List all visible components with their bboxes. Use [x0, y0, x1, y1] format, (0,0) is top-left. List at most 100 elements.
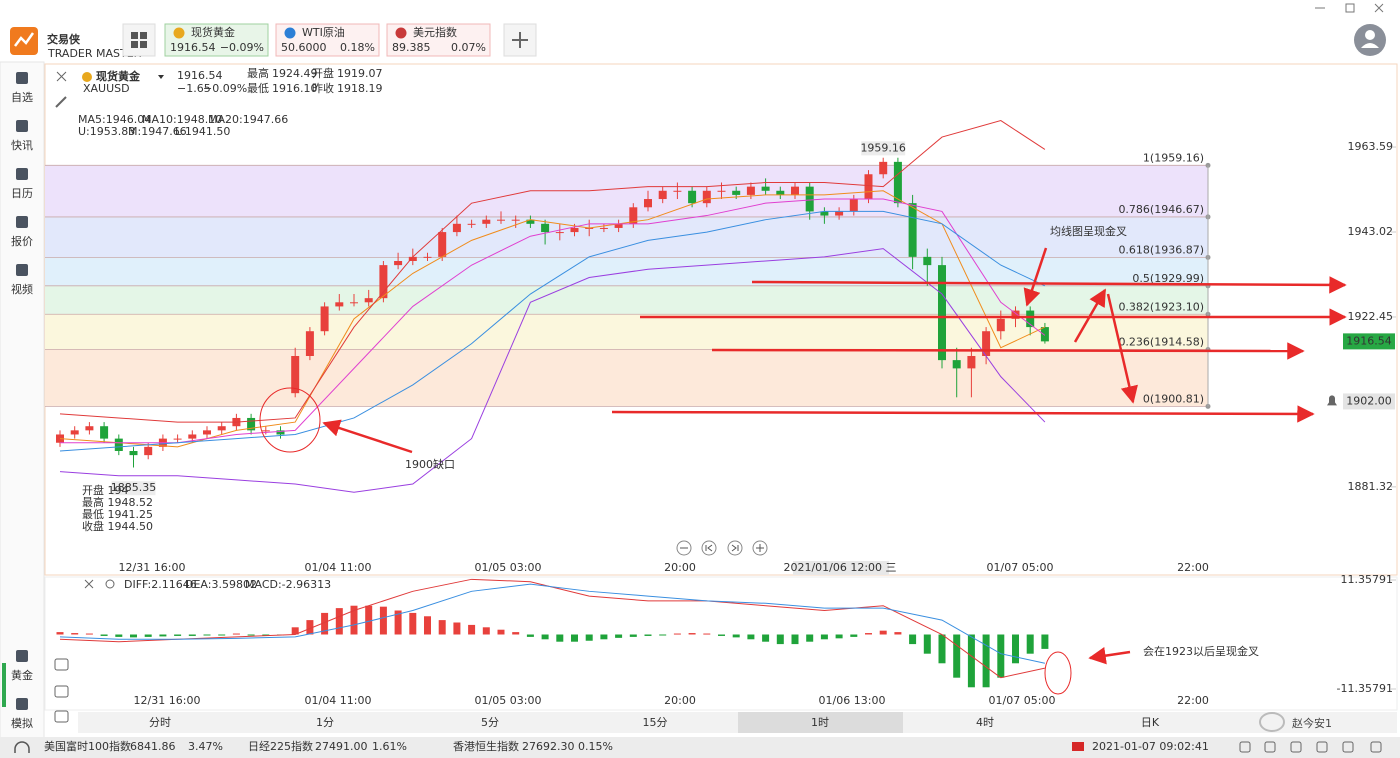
y-tick-label: -11.35791	[1337, 682, 1393, 695]
candle-body	[688, 190, 697, 204]
candle-body	[335, 302, 344, 307]
status-icon[interactable]	[1239, 741, 1251, 753]
stat-value: 1924.49	[272, 67, 318, 80]
period-tab[interactable]: 分时	[149, 716, 171, 729]
logo-mark	[14, 32, 35, 47]
macd-bar	[629, 634, 637, 637]
period-tab[interactable]: 15分	[643, 716, 668, 729]
candle-body	[217, 426, 226, 431]
tab-icon	[284, 27, 296, 39]
sidebar-label[interactable]: 报价	[11, 234, 33, 248]
status-icon[interactable]	[1370, 741, 1382, 753]
macd-bar	[100, 634, 108, 636]
period-tab[interactable]: 4时	[976, 716, 994, 729]
x-tick-label: 2021/01/06 12:00 三	[783, 561, 896, 574]
period-tab[interactable]: 1分	[316, 716, 334, 729]
candle-body	[320, 306, 329, 332]
alert-tag	[1343, 393, 1395, 410]
logo-subtext: TRADER MASTER	[47, 47, 142, 60]
period-tab[interactable]: 1时	[811, 716, 829, 729]
headset-icon[interactable]	[14, 741, 30, 753]
candle-body	[526, 219, 535, 224]
layout-icon	[140, 41, 147, 48]
macd-bar	[394, 610, 402, 635]
sidebar-label[interactable]: 黄金	[11, 668, 33, 682]
candle-body	[746, 186, 755, 195]
macd-bar	[541, 634, 549, 640]
candle-body	[497, 219, 505, 221]
sidebar-label[interactable]: 日历	[11, 187, 33, 200]
macd-bar	[379, 606, 387, 635]
macd-bar	[130, 634, 137, 638]
annotation-text: 会在1923以后呈现金叉	[1143, 644, 1259, 658]
fib-label: 0.236(1914.58)	[1118, 335, 1204, 348]
alert-icon[interactable]	[1327, 395, 1337, 406]
close-icon[interactable]	[56, 71, 67, 82]
zoom-icon	[731, 544, 739, 552]
zoom-button[interactable]	[701, 540, 717, 556]
sidebar-label[interactable]: 自选	[11, 91, 33, 104]
macd-legend: DIFF:2.11646	[124, 578, 197, 591]
macd-bar	[247, 634, 255, 636]
period-tab[interactable]: 日K	[1141, 716, 1160, 729]
tab-name: WTI原油	[302, 25, 345, 39]
macd-bar	[482, 627, 490, 635]
add-tab-button[interactable]	[503, 23, 537, 57]
candle-body	[952, 360, 961, 369]
stat-value: 1916.10	[272, 82, 318, 95]
symbol-name[interactable]: 现货黄金	[96, 69, 141, 83]
candle-body	[555, 232, 564, 234]
candle-body	[188, 434, 197, 439]
tab-name: 现货黄金	[191, 25, 235, 39]
y-tick-label: 1881.32	[1348, 480, 1394, 493]
sidebar-label[interactable]: 视频	[11, 282, 33, 296]
annotation-arrow	[322, 419, 413, 454]
macd-bar	[894, 632, 902, 635]
macd-bar	[218, 634, 226, 636]
layout-button[interactable]	[122, 23, 156, 57]
status-icon[interactable]	[1264, 741, 1276, 753]
peak-label: 1959.16	[860, 141, 906, 154]
macd-bar	[350, 605, 358, 635]
sidebar-label[interactable]: 快讯	[11, 139, 33, 152]
period-tab[interactable]: 5分	[481, 716, 499, 729]
candle-body	[203, 430, 211, 435]
annotation-arrow	[751, 276, 1347, 294]
macd-bar	[791, 634, 799, 645]
indicator-line	[59, 248, 1046, 493]
status-bar	[0, 737, 1400, 758]
macd-bar	[144, 634, 152, 637]
macd-close-icon[interactable]	[84, 579, 94, 589]
zoom-button[interactable]	[727, 540, 743, 556]
tool-icon[interactable]	[54, 685, 69, 698]
macd-bar	[747, 634, 755, 640]
draw-icon[interactable]	[55, 96, 67, 108]
watermark: 赵今安1	[1292, 716, 1332, 730]
macd-bar	[585, 634, 593, 641]
status-icon[interactable]	[1316, 741, 1328, 753]
candle-body	[261, 430, 270, 432]
status-icon[interactable]	[1290, 741, 1302, 753]
macd-settings-icon[interactable]	[105, 579, 115, 589]
macd-bar	[497, 629, 505, 635]
stat-value: 1919.07	[337, 67, 383, 80]
stat-label: 昨收	[312, 81, 334, 95]
tab-price: 50.6000	[281, 41, 327, 54]
candle-body	[305, 331, 314, 356]
macd-bar	[409, 612, 417, 635]
candle-body	[864, 174, 873, 200]
candle-body	[291, 355, 300, 394]
tool-icon[interactable]	[54, 710, 69, 723]
y-tick-label: 11.35791	[1341, 573, 1394, 586]
candle-body	[1040, 327, 1049, 342]
window-controls[interactable]	[1315, 3, 1384, 13]
status-icon[interactable]	[1342, 741, 1354, 753]
sidebar-label[interactable]: 模拟	[11, 716, 33, 730]
candle-body	[70, 430, 79, 435]
macd-bar	[306, 620, 314, 635]
candle-body	[247, 417, 256, 431]
candle-body	[173, 438, 182, 440]
tool-icon[interactable]	[54, 658, 69, 671]
ticker-price: 6841.86	[130, 740, 176, 753]
low-label-bg	[111, 481, 156, 496]
